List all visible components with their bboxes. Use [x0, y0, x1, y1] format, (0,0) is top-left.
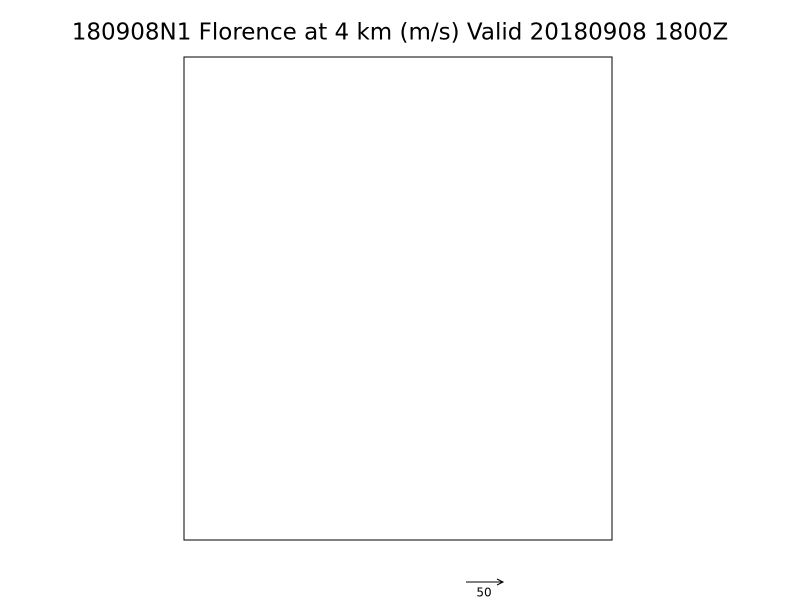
scale-label: 50	[476, 586, 491, 600]
title: 180908N1 Florence at 4 km (m/s) Valid 20…	[72, 20, 729, 46]
scale-arrow-head	[496, 578, 505, 586]
map-frame	[183, 56, 613, 541]
